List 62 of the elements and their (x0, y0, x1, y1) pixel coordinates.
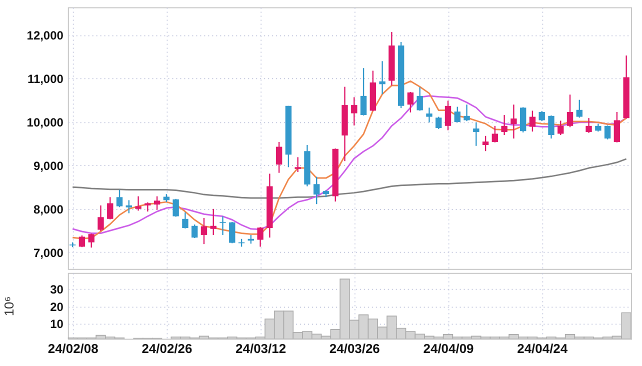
candlestick (220, 216, 226, 236)
candlestick (116, 189, 123, 208)
y-axis-title: 10⁶ (1, 296, 16, 316)
candlestick (436, 116, 442, 130)
x-tick-label: 24/03/26 (329, 341, 380, 356)
candlestick (294, 156, 301, 173)
y-tick-label: 10,000 (26, 115, 64, 130)
candlestick (407, 91, 414, 114)
candlestick (229, 221, 236, 244)
candlestick (360, 68, 367, 116)
candlestick (558, 120, 564, 136)
candlestick (454, 106, 460, 124)
candlestick (529, 110, 536, 132)
x-tick-label: 24/02/08 (48, 341, 98, 356)
candlestick (78, 234, 86, 248)
candlestick (510, 104, 517, 140)
y-tick-label: 20 (50, 300, 64, 314)
candlestick (492, 125, 498, 144)
candlestick (257, 226, 264, 248)
candlestick (501, 114, 508, 136)
candlestick (538, 110, 545, 122)
candlestick (604, 124, 611, 140)
candlestick (351, 96, 358, 126)
candlestick (200, 217, 208, 245)
candlestick (88, 233, 94, 248)
candlestick (314, 176, 320, 205)
y-tick-label: 8,000 (33, 202, 64, 216)
y-tick-label: 10 (50, 317, 64, 332)
y-tick-label: 30 (50, 282, 64, 297)
candlestick (210, 208, 216, 236)
candlestick (566, 94, 574, 128)
candlestick (379, 60, 386, 95)
x-tick-label: 24/04/24 (517, 341, 568, 356)
candlestick (172, 198, 179, 218)
candlestick (444, 100, 452, 131)
candlestick (520, 106, 526, 134)
candlestick (548, 114, 554, 140)
candlestick (614, 111, 620, 144)
candlestick (426, 107, 432, 124)
candlestick (126, 200, 132, 214)
candlestick (464, 104, 470, 122)
y-tick-label: 9,000 (33, 158, 64, 173)
candlestick (586, 117, 592, 134)
y-tick-label: 7,000 (33, 246, 64, 260)
candlestick (154, 196, 160, 210)
y-tick-label: 11,000 (27, 72, 64, 86)
candlestick (135, 196, 142, 212)
x-tick-label: 24/04/09 (423, 341, 474, 356)
x-tick-label: 24/03/12 (236, 341, 286, 356)
candlestick (473, 122, 480, 146)
candlestick (416, 86, 423, 112)
y-tick-label: 12,000 (26, 28, 64, 43)
candlestick (98, 204, 104, 232)
candlestick (276, 141, 282, 174)
x-tick-label: 24/02/26 (142, 341, 192, 356)
line-series (72, 158, 628, 199)
candlestick (576, 99, 582, 118)
candlestick (192, 224, 198, 239)
candlestick (107, 196, 114, 220)
candlestick (482, 135, 489, 152)
candlestick (182, 212, 188, 230)
candlestick (144, 202, 151, 212)
